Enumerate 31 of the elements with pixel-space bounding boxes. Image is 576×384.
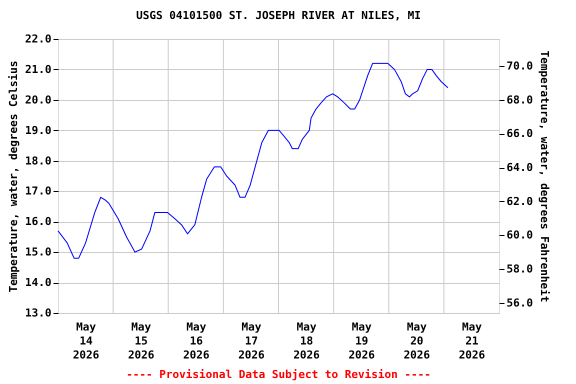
y-tick-label: 14.0 [25,276,52,290]
chart-title: USGS 04101500 ST. JOSEPH RIVER AT NILES, MI [136,9,421,22]
y2-tick-label: 56.0 [506,296,533,310]
y-axis-title: Temperature, water, degrees Celsius [7,60,20,292]
y-tick-label: 21.0 [25,62,52,76]
text: ---- Provisional Data Subject to Revision ---- [126,368,431,381]
y2-tick-label: 68.0 [506,93,533,106]
y2-tick-label: 64.0 [506,161,533,174]
y-tick-label: 18.0 [25,154,52,168]
y-tick-label: 19.0 [25,124,52,137]
y2-tick-label: 70.0 [506,60,533,73]
y-tick-label: 20.0 [25,93,52,106]
y2-tick-label: 60.0 [506,228,533,242]
y-tick-label: 15.0 [25,246,52,259]
y2-axis-title: Temperature, water, degrees Fahrenheit [538,50,551,302]
y2-tick-label: 62.0 [506,194,533,208]
y2-tick-label: 66.0 [506,127,533,140]
x-tick-label: May 16 2026 [183,320,210,362]
y-tick-label: 13.0 [25,306,52,320]
y-tick-label: 16.0 [25,215,52,228]
x-tick-label: May 20 2026 [404,320,430,362]
x-tick-label: May 17 2026 [238,320,266,362]
x-tick-label: May 18 2026 [293,320,320,362]
x-tick-label: May 19 2026 [348,320,376,362]
line-series [58,62,448,259]
y-tick-label: 17.0 [25,184,52,198]
y-tick-label: 22.0 [25,32,52,46]
x-tick-label: May 15 2026 [128,320,155,362]
y2-tick-label: 58.0 [506,262,533,276]
x-tick-label: May 21 2026 [458,320,486,362]
x-tick-label: May 14 2026 [72,320,100,362]
